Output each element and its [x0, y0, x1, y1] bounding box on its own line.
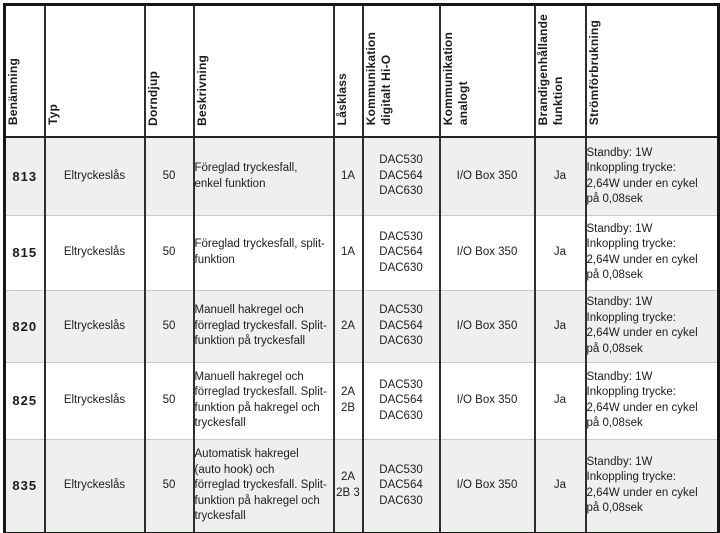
column-header-kommunikation-analogt: Kommunikation analogt	[438, 4, 535, 139]
cell-stromforbrukning: Standby: 1W Inkoppling trycke: 2,64W und…	[584, 136, 719, 216]
column-header-kommunikation-digitalt: Kommunikation digitalt Hi-O	[361, 4, 440, 139]
cell-kommunikation-digitalt: DAC530 DAC564 DAC630	[361, 438, 440, 533]
cell-stromforbrukning: Standby: 1W Inkoppling trycke: 2,64W und…	[584, 361, 719, 440]
cell-benamning: 835	[4, 438, 45, 533]
cell-lasklass: 1A	[332, 214, 363, 291]
cell-typ: Eltryckeslås	[43, 289, 145, 363]
cell-benamning: 820	[4, 289, 45, 363]
column-header-lasklass: Låsklass	[332, 4, 363, 139]
column-header-kommunikation-digitalt-label: Kommunikation digitalt Hi-O	[363, 32, 393, 126]
cell-lasklass: 2A 2B	[332, 361, 363, 440]
column-header-benamning: Benämning	[4, 4, 45, 139]
cell-stromforbrukning: Standby: 1W Inkoppling trycke: 2,64W und…	[584, 289, 719, 363]
cell-kommunikation-digitalt: DAC530 DAC564 DAC630	[361, 361, 440, 440]
table-row-835: 835 Eltryckeslås 50 Automatisk hakregel …	[4, 438, 719, 533]
column-header-stromforbrukning: Strömförbrukning	[584, 4, 719, 139]
cell-typ: Eltryckeslås	[43, 214, 145, 291]
cell-benamning: 815	[4, 214, 45, 291]
cell-dorndjup: 50	[143, 361, 194, 440]
cell-beskrivning: Föreglad tryckesfall, enkel funktion	[192, 136, 334, 216]
cell-kommunikation-analogt: I/O Box 350	[438, 214, 535, 291]
cell-dorndjup: 50	[143, 438, 194, 533]
table-row-820: 820 Eltryckeslås 50 Manuell hakregel och…	[4, 289, 719, 363]
table-row-813: 813 Eltryckeslås 50 Föreglad tryckesfall…	[4, 136, 719, 216]
column-header-brandigenhallande-label: Brandigenhållande funktion	[535, 14, 565, 126]
column-header-brandigenhallande: Brandigenhållande funktion	[533, 4, 586, 139]
header-row: Benämning Typ Dorndjup Beskrivning Låskl…	[4, 4, 719, 139]
table-row-815: 815 Eltryckeslås 50 Föreglad tryckesfall…	[4, 214, 719, 291]
cell-stromforbrukning: Standby: 1W Inkoppling trycke: 2,64W und…	[584, 438, 719, 533]
cell-benamning: 825	[4, 361, 45, 440]
column-header-stromforbrukning-label: Strömförbrukning	[586, 20, 601, 126]
cell-dorndjup: 50	[143, 289, 194, 363]
cell-dorndjup: 50	[143, 136, 194, 216]
column-header-dorndjup-label: Dorndjup	[145, 70, 160, 126]
cell-brandigenhallande: Ja	[533, 136, 586, 216]
column-header-kommunikation-analogt-label: Kommunikation analogt	[440, 32, 470, 126]
cell-typ: Eltryckeslås	[43, 438, 145, 533]
product-spec-table: Benämning Typ Dorndjup Beskrivning Låskl…	[3, 3, 720, 533]
cell-kommunikation-digitalt: DAC530 DAC564 DAC630	[361, 136, 440, 216]
cell-benamning: 813	[4, 136, 45, 216]
column-header-benamning-label: Benämning	[6, 58, 20, 126]
cell-brandigenhallande: Ja	[533, 361, 586, 440]
cell-stromforbrukning: Standby: 1W Inkoppling trycke: 2,64W und…	[584, 214, 719, 291]
column-header-typ: Typ	[43, 4, 145, 139]
cell-lasklass: 2A	[332, 289, 363, 363]
cell-kommunikation-analogt: I/O Box 350	[438, 361, 535, 440]
cell-typ: Eltryckeslås	[43, 136, 145, 216]
cell-beskrivning: Automatisk hakregel (auto hook) och förr…	[192, 438, 334, 533]
cell-beskrivning: Manuell hakregel och förreglad tryckesfa…	[192, 289, 334, 363]
cell-dorndjup: 50	[143, 214, 194, 291]
cell-kommunikation-analogt: I/O Box 350	[438, 438, 535, 533]
cell-lasklass: 1A	[332, 136, 363, 216]
cell-typ: Eltryckeslås	[43, 361, 145, 440]
cell-kommunikation-digitalt: DAC530 DAC564 DAC630	[361, 289, 440, 363]
cell-kommunikation-digitalt: DAC530 DAC564 DAC630	[361, 214, 440, 291]
column-header-dorndjup: Dorndjup	[143, 4, 194, 139]
cell-brandigenhallande: Ja	[533, 438, 586, 533]
column-header-beskrivning: Beskrivning	[192, 4, 334, 139]
cell-beskrivning: Manuell hakregel och förreglad tryckesfa…	[192, 361, 334, 440]
column-header-beskrivning-label: Beskrivning	[194, 54, 209, 126]
column-header-lasklass-label: Låsklass	[334, 73, 349, 126]
table-row-825: 825 Eltryckeslås 50 Manuell hakregel och…	[4, 361, 719, 440]
cell-lasklass: 2A 2B 3	[332, 438, 363, 533]
cell-brandigenhallande: Ja	[533, 289, 586, 363]
cell-kommunikation-analogt: I/O Box 350	[438, 136, 535, 216]
cell-beskrivning: Föreglad tryckesfall, split- funktion	[192, 214, 334, 291]
cell-brandigenhallande: Ja	[533, 214, 586, 291]
column-header-typ-label: Typ	[45, 104, 60, 126]
cell-kommunikation-analogt: I/O Box 350	[438, 289, 535, 363]
